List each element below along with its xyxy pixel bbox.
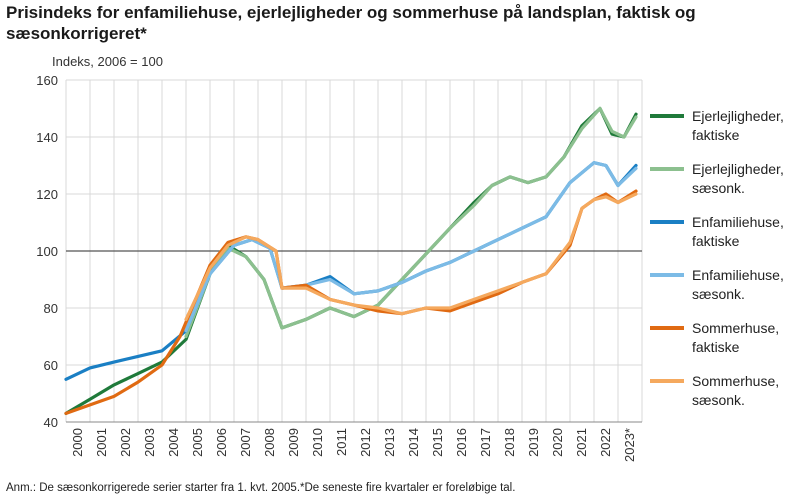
y-tick-label: 160 <box>36 73 58 88</box>
x-tick-label: 2017 <box>478 428 493 457</box>
legend-label-0: Ejerlejligheder, <box>692 108 784 124</box>
y-tick-label: 80 <box>44 301 58 316</box>
legend-label-1: sæsonk. <box>692 180 745 196</box>
chart-title: Prisindeks for enfamiliehuse, ejerlejlig… <box>6 3 696 43</box>
x-tick-label: 2023* <box>622 428 637 462</box>
x-tick-label: 2003 <box>142 428 157 457</box>
legend-label-3: sæsonk. <box>692 286 745 302</box>
y-tick-label: 140 <box>36 130 58 145</box>
series-line-4 <box>64 189 638 415</box>
x-tick-label: 2011 <box>334 428 349 456</box>
legend-label-5: sæsonk. <box>692 392 745 408</box>
x-tick-label: 2000 <box>70 428 85 457</box>
x-tick-label: 2021 <box>574 428 589 457</box>
x-tick-label: 2020 <box>550 428 565 457</box>
legend-label-5: Sommerhuse, <box>692 373 779 389</box>
series-layer <box>64 106 638 415</box>
x-tick-label: 2001 <box>94 428 109 457</box>
legend-label-2: faktiske <box>692 233 740 249</box>
y-tick-label: 100 <box>36 244 58 259</box>
x-tick-label: 2015 <box>430 428 445 457</box>
legend-label-4: Sommerhuse, <box>692 320 779 336</box>
x-tick-label: 2006 <box>214 428 229 457</box>
legend-label-4: faktiske <box>692 339 740 355</box>
footnote: Anm.: De sæsonkorrigerede serier starter… <box>6 482 516 494</box>
legend: Ejerlejligheder, faktiske Ejerlejligheder,… <box>650 108 784 408</box>
x-tick-label: 2002 <box>118 428 133 457</box>
x-tick-label: 2008 <box>262 428 277 457</box>
x-tick-label: 2022 <box>598 428 613 457</box>
x-tick-label: 2014 <box>406 428 421 457</box>
series-line-5 <box>184 192 638 321</box>
x-tick-label: 2012 <box>358 428 373 457</box>
y-axis-label: Indeks, 2006 = 100 <box>52 54 163 69</box>
series-line-1 <box>184 106 638 339</box>
x-tick-label: 2004 <box>166 428 181 457</box>
legend-label-1: Ejerlejligheder, <box>692 161 784 177</box>
series-line-0 <box>64 106 638 415</box>
y-tick-label: 60 <box>44 358 58 373</box>
x-tick-label: 2018 <box>502 428 517 457</box>
x-tick-label: 2010 <box>310 428 325 457</box>
x-tick-label: 2007 <box>238 428 253 457</box>
y-tick-label: 120 <box>36 187 58 202</box>
legend-label-0: faktiske <box>692 127 740 143</box>
legend-label-2: Enfamiliehuse, <box>692 214 784 230</box>
x-tick-label: 2005 <box>190 428 205 457</box>
axis-layer: 40 60 80 100 120 140 160 2000 2001 2002 2003 2004 20… <box>36 73 642 462</box>
legend-label-3: Enfamiliehuse, <box>692 267 784 283</box>
x-tick-label: 2019 <box>526 428 541 457</box>
x-tick-label: 2009 <box>286 428 301 457</box>
x-tick-label: 2013 <box>382 428 397 457</box>
x-tick-label: 2016 <box>454 428 469 457</box>
y-tick-label: 40 <box>44 415 58 430</box>
series-line-2 <box>64 161 638 381</box>
series-line-3 <box>184 161 638 333</box>
